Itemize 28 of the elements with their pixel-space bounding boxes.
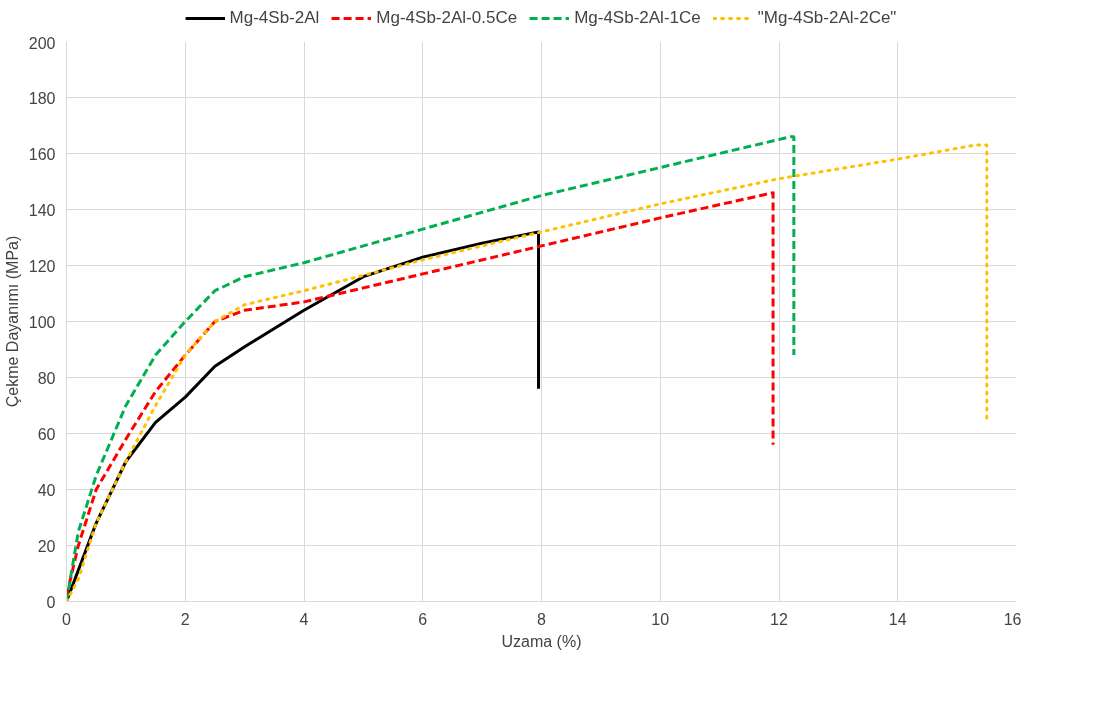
y-tick-label: 120: [28, 257, 56, 275]
y-tick-label: 100: [28, 313, 56, 331]
y-tick-label: 20: [37, 537, 56, 555]
y-tick-label: 180: [28, 89, 56, 107]
line-series: [66, 135, 796, 602]
line-series: [66, 143, 989, 602]
legend-label: "Mg-4Sb-2Al-2Ce": [757, 8, 897, 28]
x-tick-label: 0: [62, 610, 72, 628]
y-tick-label: 140: [28, 201, 56, 219]
y-tick-label: 200: [28, 34, 56, 52]
x-tick-label: 2: [180, 610, 190, 628]
legend-label: Mg-4Sb-2Al-1Ce: [574, 8, 701, 28]
x-axis-title: Uzama (%): [501, 632, 582, 650]
y-tick-label: 0: [46, 593, 56, 611]
y-tick-label: 40: [37, 481, 56, 499]
legend-label: Mg-4Sb-2Al-0.5Ce: [376, 8, 518, 28]
legend-label: Mg-4Sb-2Al: [229, 8, 320, 28]
y-axis-title: Çekme Dayanımı (MPa): [3, 235, 21, 408]
y-tick-label: 160: [28, 145, 56, 163]
y-tick-label: 80: [37, 369, 56, 387]
y-tick-label: 60: [37, 425, 56, 443]
x-tick-label: 16: [1003, 610, 1022, 628]
x-tick-label: 12: [770, 610, 788, 628]
x-tick-label: 4: [299, 610, 309, 628]
x-tick-label: 8: [537, 610, 547, 628]
x-tick-label: 14: [888, 610, 907, 628]
x-tick-label: 10: [651, 610, 670, 628]
x-tick-label: 6: [418, 610, 428, 628]
